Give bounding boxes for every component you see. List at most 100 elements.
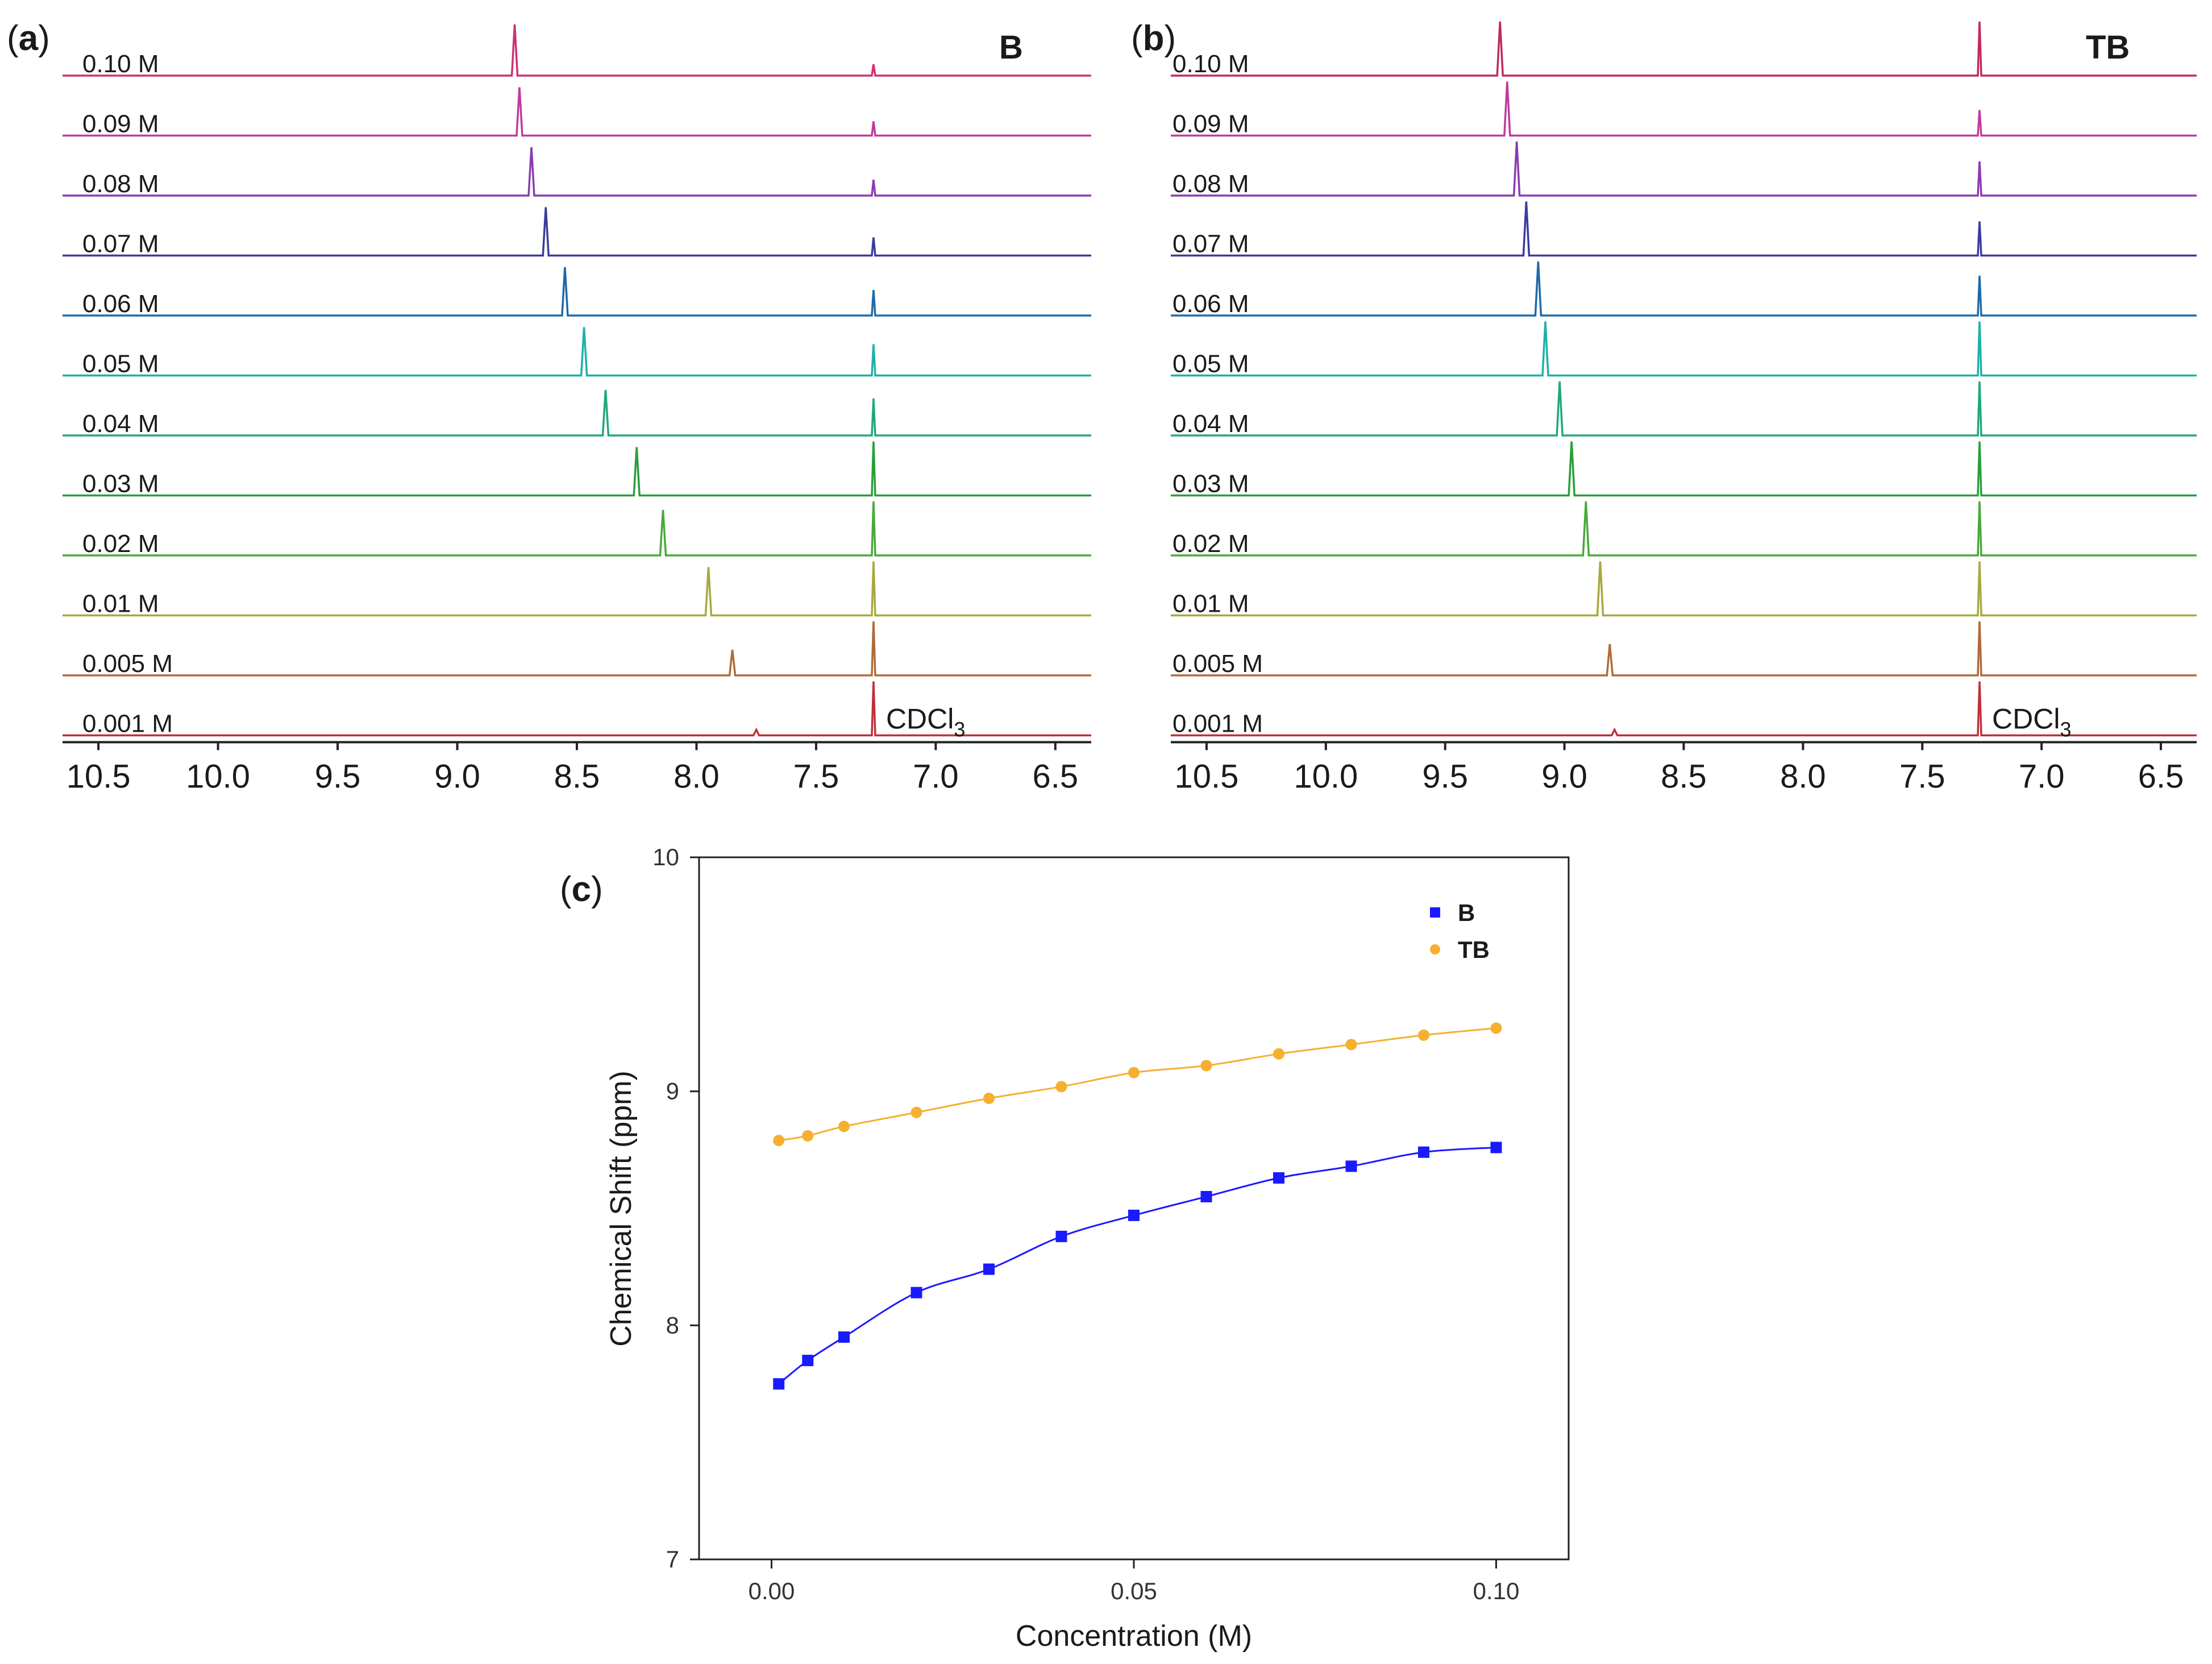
data-point — [773, 1378, 785, 1390]
x-tick-label: 9.0 — [434, 758, 480, 795]
x-tick-label: 7.5 — [793, 758, 839, 795]
spectrum-label: 0.05 M — [82, 350, 159, 378]
spectrum-11: 0.001 M — [1171, 681, 2197, 738]
spectrum-11: 0.001 M — [63, 681, 1091, 738]
x-tick-label: 9.0 — [1541, 758, 1587, 795]
spectrum-8: 0.02 M — [63, 501, 1091, 558]
panel-c-legend: B TB — [1430, 899, 1490, 963]
spectrum-2: 0.08 M — [1171, 141, 2197, 198]
spectrum-7: 0.03 M — [63, 441, 1091, 498]
spectrum-trace — [63, 441, 1091, 497]
panel-c-data-points — [773, 1022, 1502, 1390]
spectrum-label: 0.07 M — [82, 230, 159, 258]
x-tick-label: 8.5 — [1661, 758, 1707, 795]
spectrum-label: 0.03 M — [1172, 470, 1249, 498]
data-point — [838, 1331, 850, 1343]
data-point — [1128, 1067, 1140, 1078]
x-tick-label: 7.0 — [913, 758, 959, 795]
data-point — [1055, 1081, 1067, 1093]
x-tick-label: 10.0 — [186, 758, 250, 795]
x-tick-label: 10.5 — [66, 758, 131, 795]
x-tick-label: 0.00 — [749, 1578, 795, 1604]
spectrum-trace — [1171, 381, 2197, 437]
fit-curve-1 — [779, 1027, 1496, 1142]
spectrum-6: 0.04 M — [63, 389, 1091, 438]
spectrum-label: 0.02 M — [1172, 530, 1249, 558]
spectrum-8: 0.02 M — [1171, 501, 2197, 558]
spectrum-5: 0.05 M — [1171, 321, 2197, 378]
spectrum-trace — [1171, 81, 2197, 137]
data-point — [910, 1287, 922, 1298]
spectrum-label: 0.08 M — [1172, 170, 1249, 198]
y-tick-label: 8 — [666, 1312, 679, 1338]
solvent-label: CDCl3 — [886, 703, 965, 741]
spectrum-1: 0.09 M — [1171, 81, 2197, 138]
spectrum-label: 0.03 M — [82, 470, 159, 498]
spectrum-3: 0.07 M — [63, 207, 1091, 258]
spectrum-0: 0.10 M — [63, 24, 1091, 78]
spectrum-7: 0.03 M — [1171, 441, 2197, 498]
spectrum-trace — [1171, 681, 2197, 737]
panel-a-nmr-stack: (a) B 0.10 M 0.09 M 0.08 M 0.07 M 0.06 M 0.05… — [7, 19, 1091, 795]
spectrum-label: 0.001 M — [82, 710, 173, 738]
fit-curve-0 — [778, 1146, 1496, 1385]
panel-a-letter: (a) — [7, 19, 50, 58]
spectrum-6: 0.04 M — [1171, 381, 2197, 438]
spectrum-trace — [63, 561, 1091, 617]
spectrum-trace — [1171, 321, 2197, 377]
spectrum-trace — [63, 87, 1091, 137]
spectrum-label: 0.07 M — [1172, 230, 1249, 258]
spectrum-trace — [63, 389, 1091, 437]
data-point — [1273, 1172, 1284, 1184]
panel-c-letter: (c) — [560, 870, 603, 909]
data-point — [802, 1130, 814, 1142]
spectrum-5: 0.05 M — [63, 327, 1091, 378]
panel-c-y-axis-label: Chemical Shift (ppm) — [605, 1070, 638, 1346]
spectrum-label: 0.001 M — [1172, 710, 1263, 738]
spectrum-label: 0.08 M — [82, 170, 159, 198]
spectrum-trace — [1171, 261, 2197, 317]
spectrum-trace — [1171, 621, 2197, 677]
spectrum-label: 0.04 M — [1172, 410, 1249, 438]
data-point — [1418, 1029, 1429, 1041]
data-point — [1273, 1048, 1284, 1060]
panel-c-x-axis-label: Concentration (M) — [1016, 1620, 1252, 1653]
spectrum-label: 0.005 M — [1172, 650, 1263, 678]
spectrum-trace — [63, 327, 1091, 377]
panel-b-spectra: 0.10 M 0.09 M 0.08 M 0.07 M 0.06 M 0.05 M 0.04… — [1171, 21, 2197, 741]
x-tick-label: 7.0 — [2019, 758, 2065, 795]
spectrum-label: 0.01 M — [1172, 590, 1249, 618]
data-point — [1418, 1146, 1429, 1158]
spectrum-9: 0.01 M — [63, 561, 1091, 618]
data-point — [773, 1135, 785, 1147]
data-point — [838, 1121, 850, 1132]
x-tick-label: 0.10 — [1473, 1578, 1520, 1604]
data-point — [1200, 1060, 1212, 1072]
spectrum-trace — [63, 621, 1091, 677]
spectrum-trace — [1171, 441, 2197, 497]
x-tick-label: 10.0 — [1294, 758, 1358, 795]
y-tick-label: 7 — [666, 1546, 679, 1572]
data-point — [910, 1106, 922, 1118]
data-point — [1345, 1160, 1357, 1172]
y-tick-label: 9 — [666, 1078, 679, 1105]
spectrum-trace — [1171, 141, 2197, 197]
x-tick-label: 10.5 — [1175, 758, 1239, 795]
data-point — [1128, 1209, 1140, 1221]
spectrum-label: 0.09 M — [82, 110, 159, 138]
panel-c-plot-frame — [698, 856, 1570, 1561]
spectrum-trace — [63, 24, 1091, 77]
spectrum-2: 0.08 M — [63, 147, 1091, 198]
panel-c-fit-curves — [778, 1027, 1496, 1385]
data-point — [802, 1355, 814, 1367]
panel-b-letter: (b) — [1131, 19, 1176, 58]
panel-a-title: B — [999, 29, 1023, 66]
x-tick-label: 6.5 — [2138, 758, 2184, 795]
x-tick-label: 6.5 — [1033, 758, 1079, 795]
x-tick-label: 8.5 — [554, 758, 600, 795]
spectrum-trace — [63, 681, 1091, 737]
spectrum-label: 0.04 M — [82, 410, 159, 438]
y-tick-label: 10 — [652, 844, 679, 870]
spectrum-label: 0.02 M — [82, 530, 159, 558]
